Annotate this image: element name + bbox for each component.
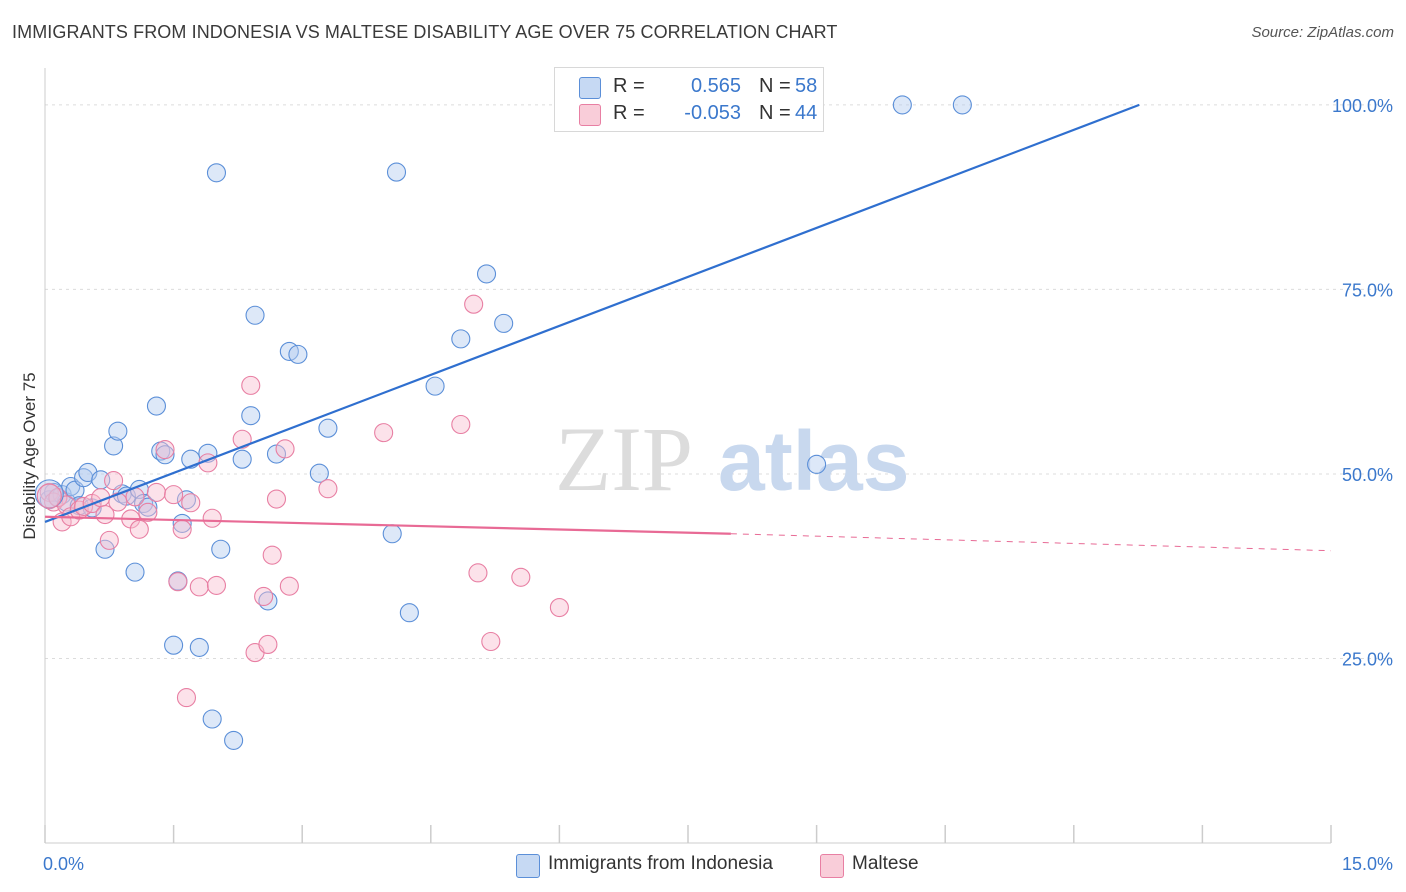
point-maltese [232,429,252,449]
point-maltese [374,423,394,443]
point-indonesia [211,539,231,559]
watermark: ZIP atlas [555,408,909,510]
legend: R = 0.565 N = 58 R = -0.053 N = 44 [554,67,824,132]
point-maltese [258,634,278,655]
legend-r-value-indonesia: 0.565 [690,75,741,97]
point-indonesia [138,497,158,517]
point-indonesia [288,344,308,364]
point-indonesia [807,454,827,474]
legend-r-value-maltese: -0.053 [684,102,741,124]
x-tick-label-max: 15.0% [1342,854,1393,874]
point-indonesia [241,406,261,426]
point-maltese [254,586,274,607]
legend-n-label: N = [759,75,791,97]
bottom-legend-swatch-indonesia [516,854,540,878]
bottom-legend-label-maltese: Maltese [852,853,919,874]
point-maltese [266,489,287,509]
point-indonesia [399,603,419,623]
y-tick-label: 100.0% [1332,96,1393,116]
point-indonesia [108,421,128,441]
y-tick-label: 75.0% [1342,280,1393,300]
point-maltese [549,597,569,618]
point-maltese [99,530,119,550]
point-indonesia [224,730,244,750]
point-maltese [206,575,227,595]
point-indonesia [104,436,124,456]
x-tick-label-min: 0.0% [43,854,84,874]
point-indonesia [125,562,145,582]
legend-swatch-indonesia [579,77,601,99]
trend-line-indonesia [44,103,1140,523]
point-maltese [129,519,149,539]
point-indonesia [425,376,445,396]
point-indonesia [952,95,972,115]
point-maltese [468,563,488,583]
point-maltese [146,482,167,502]
y-tick-label: 25.0% [1342,649,1393,669]
point-indonesia [146,396,167,416]
point-maltese [164,485,184,505]
point-indonesia [164,635,184,655]
point-maltese [155,440,175,460]
point-indonesia [382,524,402,544]
scatter-points [34,95,972,750]
point-indonesia [172,513,192,533]
point-indonesia [245,305,265,325]
point-indonesia [309,463,329,483]
chart-title: IMMIGRANTS FROM INDONESIA VS MALTESE DIS… [12,22,838,42]
point-maltese [138,502,158,522]
point-indonesia [155,445,175,465]
point-indonesia [189,637,209,657]
point-indonesia [494,313,514,333]
point-maltese [172,519,192,539]
point-indonesia [892,95,912,115]
legend-n-label: N = [759,102,791,124]
point-indonesia [386,162,407,182]
trend-line-maltese [730,533,1332,552]
watermark-atlas: atlas [718,414,909,508]
point-maltese [168,572,188,592]
point-maltese [241,375,261,395]
point-maltese [275,439,295,459]
trend-lines [44,103,1332,552]
point-maltese [176,688,197,708]
legend-swatch-maltese [579,104,601,126]
point-maltese [481,631,501,652]
legend-r-label: R = [613,75,645,97]
legend-n-value-indonesia: 58 [795,75,818,97]
watermark-zip: ZIP [555,408,693,510]
legend-r-label: R = [613,102,645,124]
y-axis-title: Disability Age Over 75 [20,372,39,539]
point-maltese [189,577,209,597]
y-tick-label: 50.0% [1342,465,1393,485]
point-indonesia [232,449,252,469]
point-maltese [318,479,338,499]
point-maltese [451,414,471,435]
bottom-legend-swatch-maltese [820,854,844,878]
point-maltese [511,567,531,587]
point-maltese [262,545,282,565]
point-indonesia [206,163,227,183]
chart-source: Source: ZipAtlas.com [1251,24,1394,41]
axes [44,68,1332,844]
point-maltese [279,576,299,596]
legend-n-value-maltese: 44 [795,102,818,124]
point-indonesia [318,418,338,438]
bottom-legend-label-indonesia: Immigrants from Indonesia [548,853,773,874]
point-maltese [202,508,222,528]
point-indonesia [476,264,497,284]
trend-line-maltese [44,515,731,535]
point-indonesia [451,329,471,349]
point-maltese [464,294,484,314]
point-maltese [181,493,201,513]
point-indonesia [202,709,222,729]
point-indonesia [95,539,115,559]
point-maltese [104,471,124,491]
point-maltese [36,483,62,509]
axis-labels: 100.0% 75.0% 50.0% 25.0% 0.0% 15.0% Disability… [20,96,1393,874]
